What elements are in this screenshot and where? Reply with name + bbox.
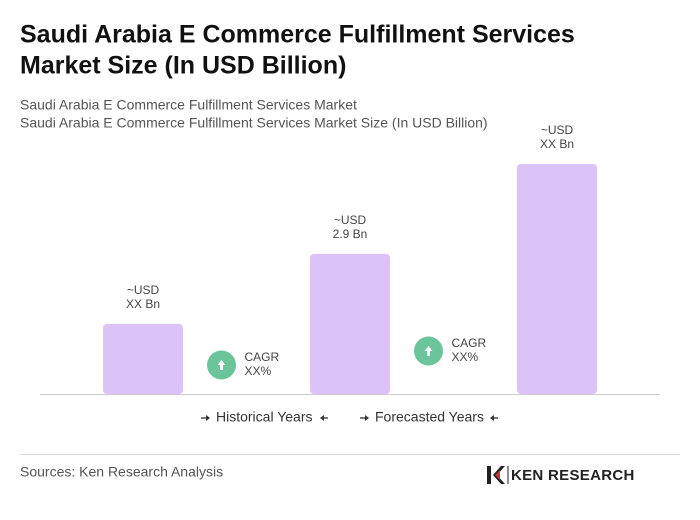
cagr-arrow [424,346,433,356]
bar [103,323,183,394]
value-label: ~USD [127,283,160,297]
cagr-label: CAGR [245,350,280,364]
source: Sources: Ken Research Analysis [20,464,223,480]
bar [310,253,390,394]
cagr-label: CAGR [452,336,487,350]
value-label: XX Bn [126,297,160,311]
value-label: XX Bn [540,137,574,151]
chart-subtitle: Saudi Arabia E Commerce Fulfillment Serv… [20,115,488,131]
chart-title: Saudi Arabia E Commerce Fulfillment Serv… [20,21,575,49]
period-label: Historical Years [216,409,313,425]
brand-logo [487,466,509,484]
cagr-label: XX% [452,350,479,364]
bar [517,164,597,394]
chart-title: Market Size (In USD Billion) [20,52,346,80]
value-label: 2.9 Bn [333,227,368,241]
period-arrows [201,415,498,421]
period-label: Forecasted Years [375,409,484,425]
brand-name: KEN RESEARCH [511,467,635,484]
cagr-arrow [217,360,226,370]
chart-subtitle: Saudi Arabia E Commerce Fulfillment Serv… [20,97,357,113]
value-label: ~USD [334,213,367,227]
cagr-label: XX% [245,364,272,378]
value-label: ~USD [541,123,574,137]
